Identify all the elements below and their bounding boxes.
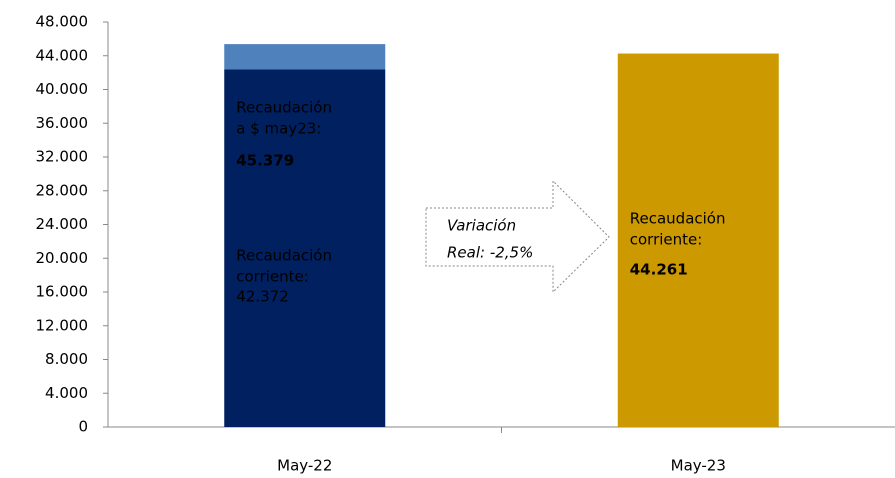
segment-label-text: corriente: xyxy=(630,231,703,249)
y-tick-label: 28.000 xyxy=(36,181,89,199)
y-tick-label: 4.000 xyxy=(45,384,88,402)
y-tick-label: 0 xyxy=(78,418,88,436)
y-tick-label: 32.000 xyxy=(36,148,89,166)
arrow-text: Variación xyxy=(447,217,516,235)
bar-segment xyxy=(617,53,779,427)
bar-segment xyxy=(224,44,386,70)
y-tick-label: 24.000 xyxy=(36,215,89,233)
variation-arrow xyxy=(425,179,610,294)
total-label-text: Recaudación xyxy=(236,99,332,117)
x-tick-label: May-23 xyxy=(671,457,726,475)
y-tick-label: 48.000 xyxy=(36,13,89,31)
segment-label-text: corriente: xyxy=(236,268,309,286)
y-tick-label: 36.000 xyxy=(36,114,89,132)
total-label-text: a $ may23: xyxy=(236,120,321,138)
y-tick-label: 40.000 xyxy=(36,80,89,98)
bar-segment xyxy=(224,69,386,427)
y-tick-label: 20.000 xyxy=(36,249,89,267)
value-label: 44.261 xyxy=(630,261,688,279)
y-tick-label: 44.000 xyxy=(36,46,89,64)
x-tick-label: May-22 xyxy=(277,457,332,475)
segment-label-text: Recaudación xyxy=(236,247,332,265)
segment-label-text: Recaudación xyxy=(630,210,726,228)
arrow-text: Real: -2,5% xyxy=(447,244,533,262)
y-tick-label: 16.000 xyxy=(36,283,89,301)
total-label: 45.379 xyxy=(236,152,294,170)
y-tick-label: 8.000 xyxy=(45,350,88,368)
value-label: 42.372 xyxy=(236,288,289,306)
y-tick-label: 12.000 xyxy=(36,316,89,334)
